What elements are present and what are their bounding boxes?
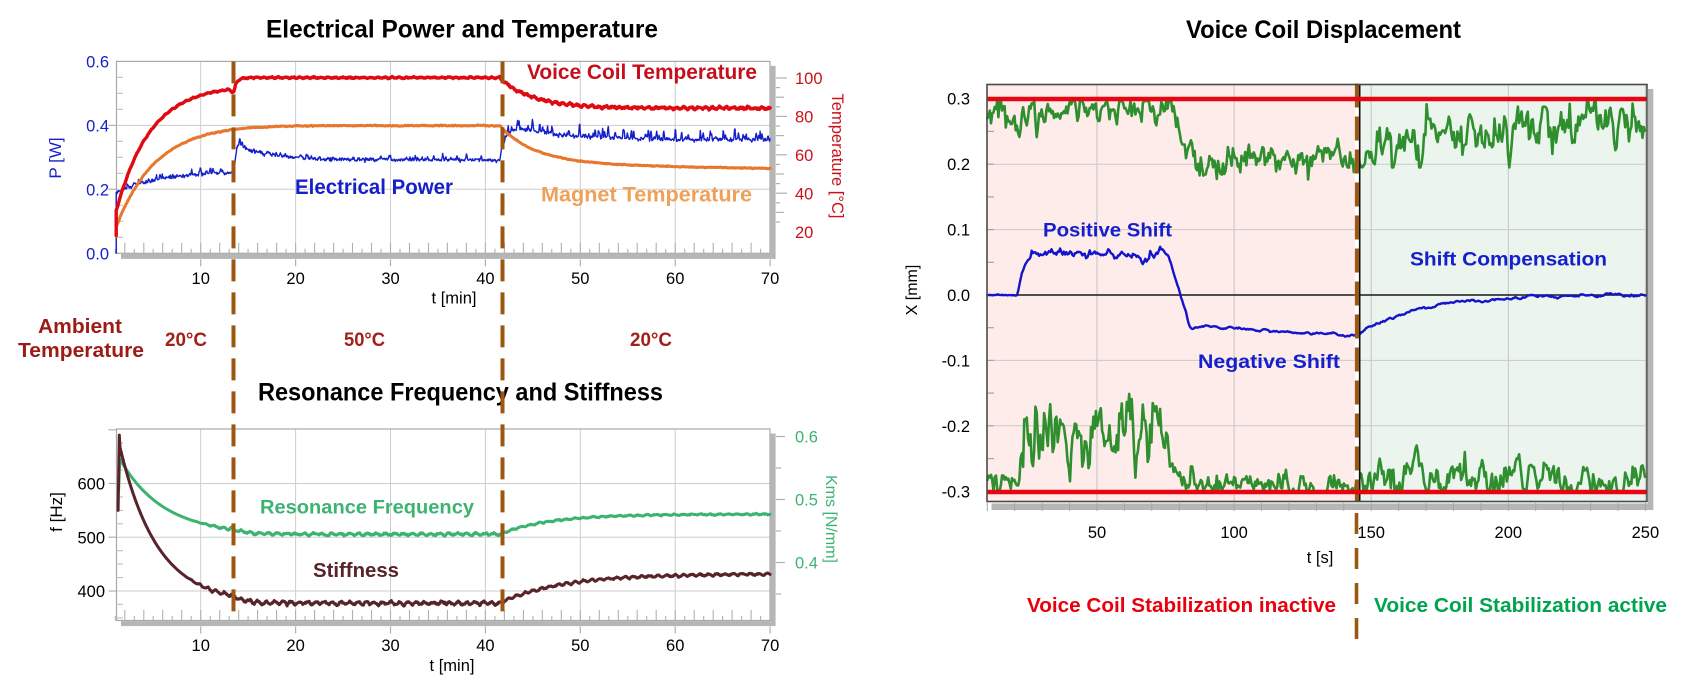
svg-text:Resonance Frequency: Resonance Frequency: [260, 497, 474, 519]
svg-text:0.3: 0.3: [947, 91, 970, 109]
svg-text:500: 500: [77, 529, 105, 547]
svg-text:Kms [N/mm]: Kms [N/mm]: [822, 475, 839, 563]
svg-text:X [mm]: X [mm]: [904, 265, 921, 316]
svg-text:50: 50: [571, 270, 589, 288]
svg-text:0.2: 0.2: [947, 156, 970, 174]
svg-text:Stiffness: Stiffness: [313, 560, 399, 582]
svg-text:30: 30: [381, 637, 399, 655]
svg-text:0.0: 0.0: [86, 246, 109, 264]
svg-text:50: 50: [1088, 524, 1106, 542]
svg-text:70: 70: [761, 637, 779, 655]
svg-text:Voice Coil Displacement: Voice Coil Displacement: [1186, 16, 1462, 44]
svg-text:20°C: 20°C: [165, 329, 207, 351]
svg-text:Temperature: Temperature: [18, 340, 144, 362]
svg-text:250: 250: [1632, 524, 1660, 542]
svg-text:20: 20: [286, 637, 304, 655]
svg-text:200: 200: [1495, 524, 1523, 542]
svg-text:0.5: 0.5: [795, 492, 818, 510]
svg-text:0.0: 0.0: [947, 287, 970, 305]
svg-text:60: 60: [795, 147, 813, 165]
svg-text:Magnet Temperature: Magnet Temperature: [541, 184, 752, 207]
svg-text:20°C: 20°C: [630, 329, 672, 351]
svg-text:Temperature [°C]: Temperature [°C]: [828, 94, 846, 219]
svg-text:600: 600: [77, 476, 105, 494]
svg-text:70: 70: [761, 270, 779, 288]
svg-text:100: 100: [795, 70, 823, 88]
svg-text:Electrical Power: Electrical Power: [295, 175, 454, 199]
svg-text:Positive Shift: Positive Shift: [1043, 220, 1173, 242]
svg-text:f [Hz]: f [Hz]: [47, 492, 66, 532]
svg-text:Electrical Power and Temperatu: Electrical Power and Temperature: [266, 16, 658, 44]
svg-text:40: 40: [476, 270, 494, 288]
svg-text:20: 20: [795, 224, 813, 242]
svg-text:-0.3: -0.3: [942, 483, 970, 501]
svg-text:Voice Coil Temperature: Voice Coil Temperature: [527, 61, 757, 84]
svg-text:0.2: 0.2: [86, 182, 109, 200]
svg-text:0.6: 0.6: [795, 429, 818, 447]
svg-text:60: 60: [666, 637, 684, 655]
svg-text:Ambient: Ambient: [38, 316, 122, 338]
svg-text:P [W]: P [W]: [46, 137, 65, 178]
svg-text:Voice Coil Stabilization inact: Voice Coil Stabilization inactive: [1027, 595, 1336, 617]
svg-text:Negative Shift: Negative Shift: [1198, 351, 1341, 373]
svg-text:Shift Compensation: Shift Compensation: [1410, 249, 1607, 271]
svg-text:t [min]: t [min]: [432, 290, 477, 308]
svg-text:150: 150: [1357, 524, 1385, 542]
svg-text:40: 40: [476, 637, 494, 655]
svg-text:t [s]: t [s]: [1307, 549, 1334, 567]
svg-text:10: 10: [192, 637, 210, 655]
svg-text:t [min]: t [min]: [430, 657, 475, 675]
svg-text:50: 50: [571, 637, 589, 655]
svg-text:100: 100: [1220, 524, 1248, 542]
svg-text:400: 400: [77, 583, 105, 601]
svg-text:0.1: 0.1: [947, 222, 970, 240]
svg-text:60: 60: [666, 270, 684, 288]
svg-text:40: 40: [795, 185, 813, 203]
svg-text:10: 10: [192, 270, 210, 288]
svg-text:0.6: 0.6: [86, 54, 109, 72]
svg-text:Voice Coil Stabilization activ: Voice Coil Stabilization active: [1374, 595, 1667, 617]
svg-text:50°C: 50°C: [344, 329, 385, 351]
svg-text:-0.2: -0.2: [942, 418, 970, 436]
svg-text:Resonance Frequency and Stiffn: Resonance Frequency and Stiffness: [258, 379, 663, 407]
svg-text:0.4: 0.4: [86, 118, 109, 136]
svg-text:-0.1: -0.1: [942, 352, 970, 370]
svg-text:80: 80: [795, 109, 813, 127]
svg-text:20: 20: [286, 270, 304, 288]
svg-text:0.4: 0.4: [795, 555, 818, 573]
svg-text:30: 30: [381, 270, 399, 288]
